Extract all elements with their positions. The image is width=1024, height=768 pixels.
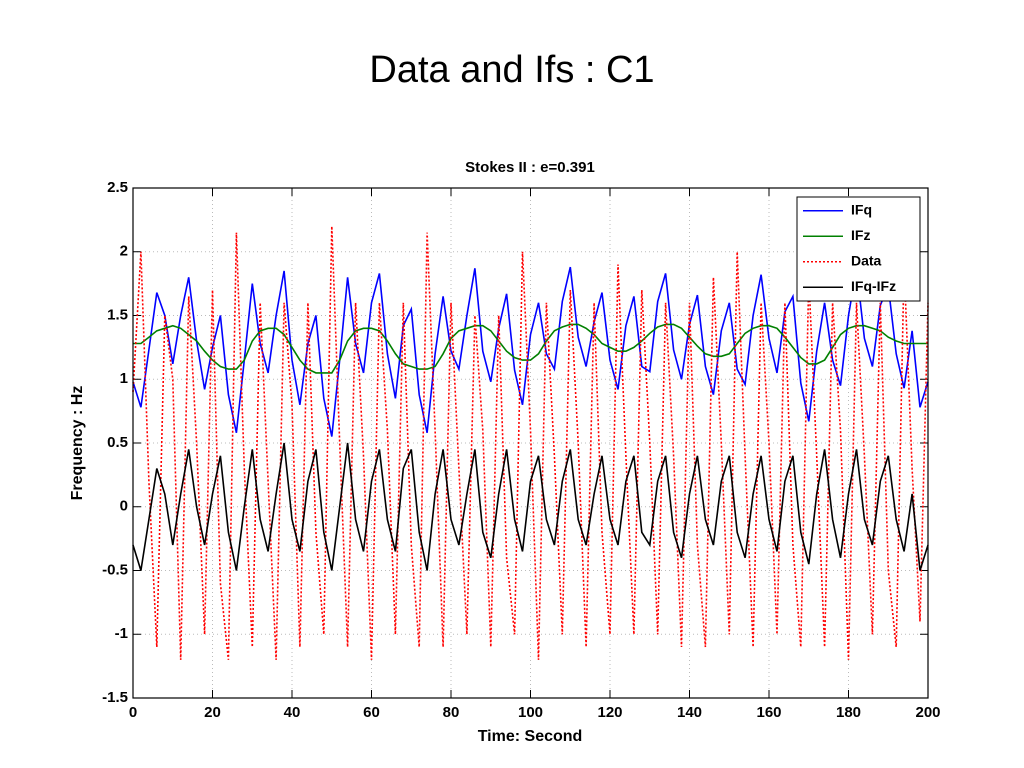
y-tick-label: -0.5 xyxy=(102,561,128,578)
y-tick-label: 1.5 xyxy=(107,306,128,323)
y-tick-label: 0.5 xyxy=(107,434,128,451)
y-axis-label: Frequency : Hz xyxy=(69,386,86,501)
line-series xyxy=(132,266,929,437)
x-tick-label: 160 xyxy=(756,704,781,721)
x-tick-label: 100 xyxy=(518,704,543,721)
line-series xyxy=(132,442,929,571)
x-axis-label: Time: Second xyxy=(478,728,583,745)
plot-frame xyxy=(132,187,929,699)
x-tick-label: 40 xyxy=(284,704,301,721)
y-tick-label: 1 xyxy=(120,370,128,387)
line-series xyxy=(133,323,928,374)
x-tick-label: 180 xyxy=(836,704,861,721)
chart-title: Data and Ifs : C1 xyxy=(369,49,654,91)
legend-label: IFq-IFz xyxy=(851,278,896,294)
x-tick-label: 0 xyxy=(129,704,137,721)
y-tick-label: 0 xyxy=(120,498,128,515)
x-tick-label: 140 xyxy=(677,704,702,721)
x-tick-label: 200 xyxy=(915,704,940,721)
chart-subtitle: Stokes II : e=0.391 xyxy=(465,159,595,176)
y-tick-label: -1.5 xyxy=(102,689,128,706)
x-tick-label: 20 xyxy=(204,704,221,721)
legend-label: IFq xyxy=(851,201,872,217)
x-tick-label: 120 xyxy=(597,704,622,721)
y-tick-label: 2 xyxy=(120,243,128,260)
x-tick-label: 60 xyxy=(363,704,380,721)
y-tick-label: -1 xyxy=(115,625,128,642)
y-tick-label: 2.5 xyxy=(107,179,128,196)
legend-label: IFz xyxy=(851,227,870,243)
legend-box xyxy=(796,196,921,302)
legend-label: Data xyxy=(851,252,882,268)
x-tick-label: 80 xyxy=(443,704,460,721)
